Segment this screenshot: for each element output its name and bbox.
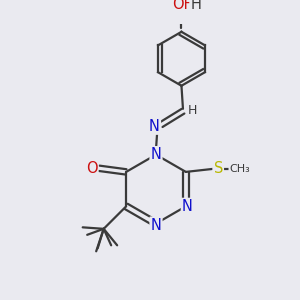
- Text: O: O: [86, 161, 98, 176]
- Text: H: H: [190, 0, 201, 12]
- Text: S: S: [214, 161, 223, 176]
- Text: N: N: [151, 218, 161, 232]
- Text: N: N: [151, 147, 161, 162]
- Text: H: H: [187, 103, 196, 116]
- Text: CH₃: CH₃: [230, 164, 250, 174]
- Text: N: N: [149, 119, 160, 134]
- Text: OH: OH: [172, 0, 194, 12]
- Text: N: N: [182, 199, 193, 214]
